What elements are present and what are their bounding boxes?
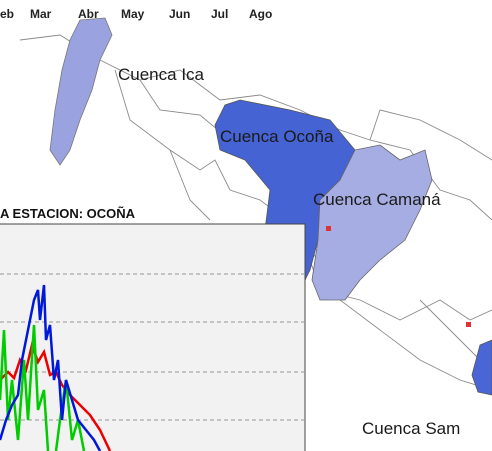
station-marker [466,322,471,327]
station-marker [326,226,331,231]
basin-label: Cuenca Ocoña [220,127,334,146]
month-axis: eb Mar Abr May Jun Jul Ago [0,7,272,21]
series-line [0,284,102,451]
basin-sam [471,339,492,396]
map: Cuenca Ica Cuenca Ocoña Cuenca Camaná Cu… [19,17,492,438]
month-label: Mar [30,7,52,21]
month-label: Jul [211,7,228,21]
series-line [0,324,86,451]
basin-label: Cuenca Ica [118,65,205,84]
month-label: Ago [249,7,272,21]
basin-camana [311,144,433,301]
chart-title: A ESTACION: OCOÑA [0,206,136,221]
month-label: eb [0,7,14,21]
basin-ica [49,17,113,166]
basin-label: Cuenca Camaná [313,190,441,209]
month-label: May [121,7,145,21]
series-line [0,340,112,451]
boundary [19,34,492,221]
basin-label: Cuenca Sam [362,419,460,438]
chart-inset: A ESTACION: OCOÑA [0,206,306,451]
month-label: Jun [169,7,190,21]
month-label: Abr [78,7,99,21]
